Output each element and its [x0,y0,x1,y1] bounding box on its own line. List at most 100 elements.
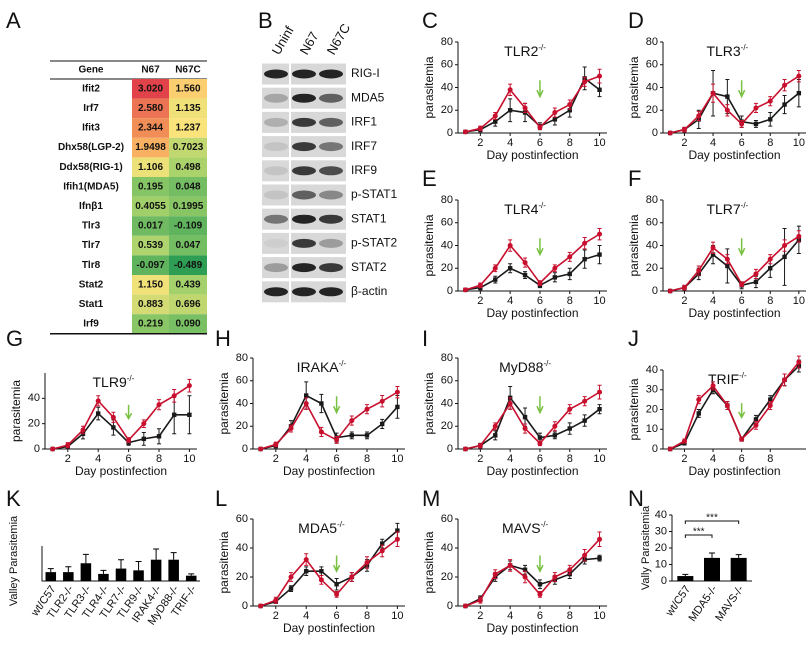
marker [477,597,483,603]
x-axis-label: Day postinfection [283,464,375,478]
blot-band [264,263,288,273]
blot-band [319,238,343,248]
heat-cell [132,177,169,197]
heat-cell [169,314,207,334]
x-tick-label: 6 [126,453,132,465]
x-tick-label: 10 [593,137,605,149]
blot-band [292,166,316,176]
y-tick-label: 40 [646,364,658,376]
arrow [124,404,133,421]
blot-panel [291,281,346,303]
x-tick-label: 6 [739,137,745,149]
title-text: MyD88 [499,359,544,375]
x-tick-label: 6 [334,610,340,622]
lane-label: N67C [324,21,354,57]
marker [696,113,702,119]
table-gene: Tlr8 [82,260,101,271]
series-line [465,396,601,450]
heat-cell [169,137,207,158]
chart-title: TLR7-/- [706,201,748,217]
marker [739,436,745,442]
error-bar [153,548,160,560]
y-tick-label: 20 [236,571,248,583]
marker [582,240,588,246]
y-tick-label: 60 [441,375,453,387]
blot-band [264,190,288,200]
marker [318,577,324,583]
table-gene: Ifnβ1 [79,201,103,212]
y-tick-label: 20 [28,418,40,430]
marker [522,260,528,266]
blot-band [264,238,288,248]
marker [567,406,573,412]
series-line [465,75,600,133]
table-value: 0.7023 [173,142,204,153]
marker [753,422,759,428]
panel-letter: J [628,326,639,351]
marker [187,412,192,417]
significance-bracket [684,520,740,524]
blot-band [264,166,288,176]
error-bar [65,566,72,573]
marker [724,403,730,409]
y-tick-label: 20 [441,571,453,583]
x-tick-label: 8 [767,137,773,149]
x-tick-label: 10 [793,137,805,149]
blot-panel [291,160,346,182]
heat-cell [132,98,169,119]
marker [349,418,355,424]
error-bar [170,552,177,560]
protein-label: STAT2 [351,260,387,274]
heat-cell [169,216,207,236]
marker [380,421,385,427]
blot-band [264,117,288,127]
y-tick-label: 20 [236,420,248,432]
x-tick-label: 10 [593,295,605,307]
blot-panel [291,184,346,206]
chart-title: TLR9-/- [93,374,135,390]
marker [288,574,294,580]
blot-band [292,69,316,79]
blot-band [319,142,343,152]
y-tick-label: 20 [441,104,453,116]
arrow [536,396,544,415]
table-gene: Irf7 [83,103,99,114]
blot-panel [291,232,346,254]
table-value: 0.219 [138,319,163,330]
marker [522,414,528,420]
marker [710,252,716,257]
series-line [669,361,800,450]
marker [477,443,483,449]
table-gene: Ifit2 [82,83,100,94]
marker [394,389,400,395]
arrow [536,238,544,257]
marker [710,90,716,96]
marker [782,243,788,248]
marker [395,528,400,533]
marker [710,245,716,251]
series-line [669,239,800,292]
error-bar [47,568,54,573]
marker [667,446,673,452]
y-axis-label: parasitemia [627,214,641,276]
marker [725,263,730,269]
x-tick-label: 8 [767,453,773,465]
x-tick-label: 8 [567,137,573,149]
y-axis-label: parasitemia [627,56,641,118]
x-tick-label: 6 [739,453,745,465]
series-line [260,538,398,607]
table-value: 0.090 [175,319,200,330]
marker [334,437,340,443]
marker [273,441,279,447]
x-tick-label: 10 [793,295,805,307]
marker [156,402,162,408]
marker [681,438,687,444]
marker [796,73,802,79]
y-tick-label: 40 [28,392,40,404]
x-axis-label: Day postinfection [283,621,375,635]
y-tick-label: 20 [441,420,453,432]
x-tick-label: 4 [507,610,513,622]
x-tick-label: 10 [391,453,403,465]
marker [380,541,385,546]
table-gene: Irf9 [83,319,99,330]
